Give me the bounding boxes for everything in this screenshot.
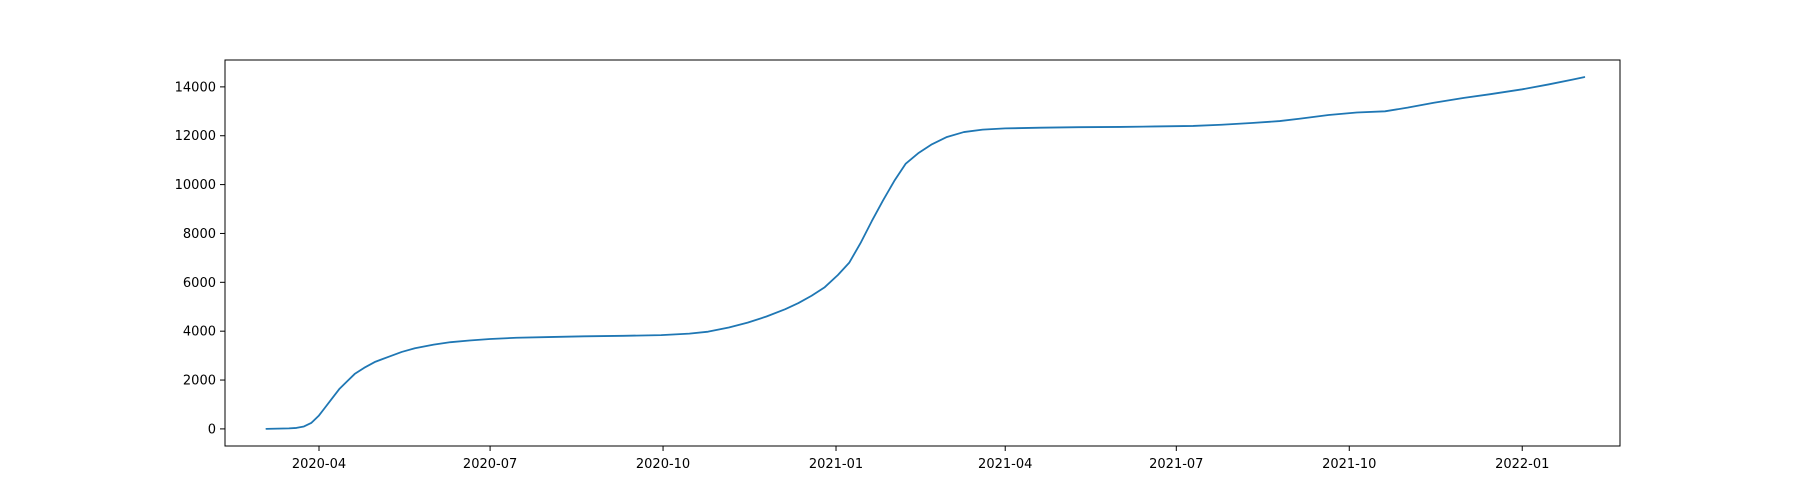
x-tick-label: 2021-01 xyxy=(809,457,863,472)
y-tick-label: 6000 xyxy=(183,276,216,291)
x-tick-label: 2021-04 xyxy=(978,457,1032,472)
axes-frame xyxy=(224,59,1621,447)
y-tick-label: 12000 xyxy=(175,129,216,144)
x-tick-label: 2020-10 xyxy=(636,457,690,472)
y-tick-label: 4000 xyxy=(183,325,216,340)
y-tick-label: 2000 xyxy=(183,374,216,389)
y-tick-label: 10000 xyxy=(175,178,216,193)
y-axis: 0 2000 4000 6000 8000 10000 12000 14000 xyxy=(175,80,225,437)
y-tick-label: 8000 xyxy=(183,227,216,242)
x-axis: 2020-04 2020-07 2020-10 2021-01 2021-04 2021-… xyxy=(292,446,1549,472)
x-tick-label: 2021-07 xyxy=(1149,457,1203,472)
x-tick-label: 2020-07 xyxy=(463,457,517,472)
y-tick-label: 14000 xyxy=(175,80,216,95)
x-tick-label: 2020-04 xyxy=(292,457,346,472)
series-line-0 xyxy=(265,76,1586,430)
plot-area xyxy=(265,76,1586,430)
x-tick-label: 2021-10 xyxy=(1322,457,1376,472)
x-tick-label: 2022-01 xyxy=(1495,457,1549,472)
y-tick-label: 0 xyxy=(208,422,216,437)
